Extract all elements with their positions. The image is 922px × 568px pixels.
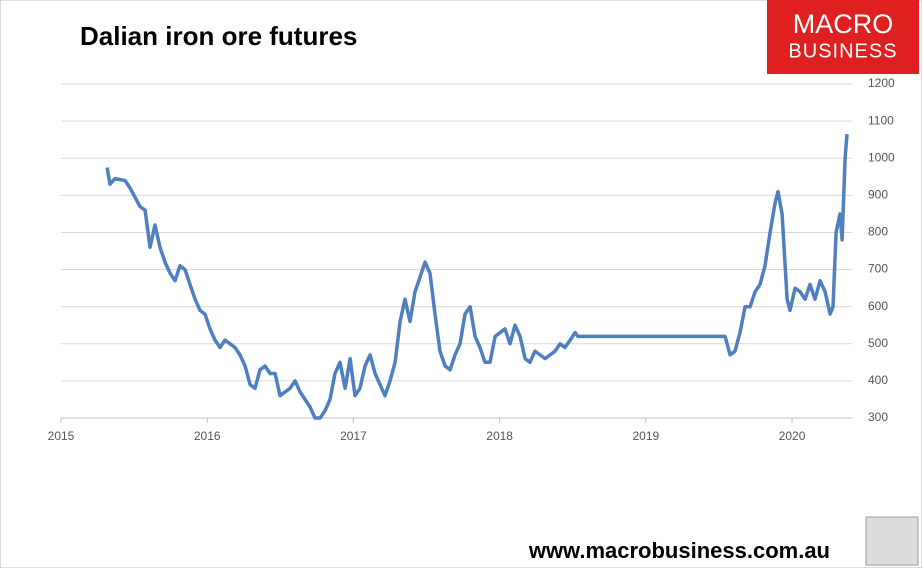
y-tick-label: 500 xyxy=(868,336,888,350)
y-tick-label: 800 xyxy=(868,225,888,239)
y-tick-label: 1100 xyxy=(868,113,894,127)
logo-top: MACRO xyxy=(793,9,894,39)
y-tick-label: 700 xyxy=(868,262,888,276)
chart-title: Dalian iron ore futures xyxy=(80,21,357,51)
logo-box xyxy=(767,0,919,74)
y-tick-label: 1200 xyxy=(868,76,895,90)
logo-bottom: BUSINESS xyxy=(788,40,897,62)
y-tick-label: 600 xyxy=(868,299,888,313)
x-tick-label: 2019 xyxy=(632,429,659,443)
y-tick-label: 900 xyxy=(868,188,888,202)
x-tick-label: 2015 xyxy=(48,429,75,443)
y-tick-label: 1000 xyxy=(868,150,895,164)
x-tick-label: 2018 xyxy=(486,429,513,443)
source: www.macrobusiness.com.au xyxy=(528,538,830,563)
x-tick-label: 2020 xyxy=(779,429,806,443)
y-tick-label: 400 xyxy=(868,373,888,387)
y-tick-label: 300 xyxy=(868,410,888,424)
series-line xyxy=(105,133,849,420)
x-tick-label: 2017 xyxy=(340,429,367,443)
wolf-icon xyxy=(865,516,919,566)
x-tick-label: 2016 xyxy=(194,429,221,443)
